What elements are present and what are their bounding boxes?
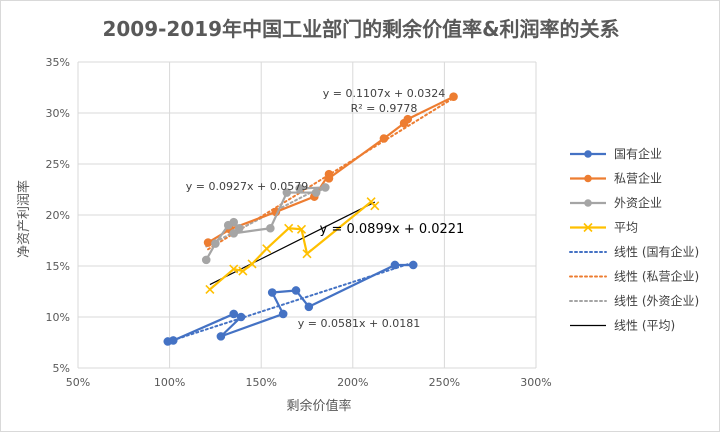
- annotation-avg-eq: y = 0.0899x + 0.0221: [320, 222, 465, 237]
- data-point: [205, 284, 215, 295]
- legend-item: 线性 (私营企业): [569, 269, 699, 284]
- legend-marker: [583, 222, 593, 233]
- data-series: [163, 92, 458, 346]
- legend-label: 国有企业: [614, 146, 662, 161]
- y-axis-title: 净资产利润率: [16, 180, 32, 258]
- legend-label: 线性 (平均): [614, 319, 675, 333]
- data-point: [304, 302, 314, 312]
- series-line: [207, 95, 455, 244]
- legend-label: 线性 (国有企业): [614, 244, 699, 259]
- data-point: [284, 223, 294, 233]
- annotation-private-r2: R² = 0.9778: [351, 102, 418, 115]
- data-point: [324, 173, 334, 183]
- data-point: [266, 223, 275, 233]
- data-point: [238, 266, 248, 276]
- legend-label: 线性 (外资企业): [614, 293, 699, 308]
- data-point: [302, 249, 312, 259]
- series-line: [209, 200, 376, 291]
- legend-item: 国有企业: [570, 146, 662, 161]
- series-国有企业: [163, 260, 418, 346]
- y-tick-label: 20%: [46, 209, 70, 222]
- annotation-foreign-eq: y = 0.0927x + 0.0579: [186, 180, 308, 193]
- x-tick-label: 100%: [154, 376, 185, 389]
- legend-item: 线性 (平均): [570, 319, 675, 333]
- y-tick-label: 5%: [53, 362, 70, 375]
- data-point: [234, 223, 244, 233]
- legend-label: 外资企业: [614, 195, 662, 210]
- legend-item: 外资企业: [570, 195, 662, 210]
- data-point: [311, 188, 321, 197]
- data-point: [295, 184, 304, 193]
- data-point: [449, 92, 458, 101]
- data-point: [296, 224, 307, 234]
- legend-item: 线性 (外资企业): [569, 293, 699, 308]
- data-point: [267, 288, 277, 297]
- x-tick-label: 250%: [429, 376, 460, 389]
- data-point: [236, 312, 246, 322]
- x-tick-label: 150%: [245, 376, 276, 389]
- data-point: [168, 336, 178, 345]
- annotation-state-eq: y = 0.0581x + 0.0181: [298, 317, 420, 330]
- data-point: [321, 183, 330, 192]
- series-平均: [205, 197, 380, 295]
- data-point: [216, 332, 226, 341]
- data-point: [229, 217, 239, 227]
- x-tick-label: 200%: [337, 376, 368, 389]
- data-point: [203, 238, 213, 247]
- data-point: [211, 239, 220, 248]
- data-point: [282, 188, 292, 197]
- legend-label: 私营企业: [614, 171, 662, 186]
- x-axis-title: 剩余价值率: [286, 398, 351, 414]
- data-point: [403, 114, 413, 124]
- y-tick-label: 25%: [46, 158, 70, 171]
- data-point: [408, 260, 418, 270]
- data-point: [370, 201, 380, 211]
- data-point: [278, 309, 288, 319]
- annotation-private-eq: y = 0.1107x + 0.0324: [323, 87, 445, 100]
- legend-marker: [584, 174, 592, 183]
- data-point: [229, 229, 239, 238]
- legend-item: 私营企业: [570, 171, 662, 186]
- x-tick-label: 300%: [520, 376, 551, 389]
- legend-item: 平均: [570, 221, 638, 235]
- legend-label: 线性 (私营企业): [614, 269, 699, 284]
- chart-title: 2009-2019年中国工业部门的剩余价值率&利润率的关系: [102, 17, 619, 41]
- x-tick-label: 50%: [66, 376, 90, 389]
- data-point: [291, 286, 301, 295]
- data-point: [229, 264, 239, 274]
- data-point: [390, 260, 400, 270]
- y-tick-label: 30%: [46, 107, 70, 120]
- y-tick-label: 15%: [46, 260, 70, 273]
- data-point: [379, 134, 389, 143]
- legend-marker: [584, 150, 592, 158]
- legend-item: 线性 (国有企业): [569, 244, 699, 259]
- trendline-线性-平均: [209, 201, 376, 286]
- legend-label: 平均: [614, 221, 638, 235]
- y-tick-label: 35%: [46, 56, 70, 69]
- data-point: [229, 309, 239, 319]
- y-tick-label: 10%: [46, 311, 70, 324]
- data-point: [247, 259, 257, 269]
- axes: 50% 100% 150% 200% 250% 300% 5% 10% 15% 20% 25% 30%…: [46, 56, 552, 389]
- series-line: [167, 263, 414, 343]
- data-point: [262, 244, 272, 254]
- data-point: [201, 255, 211, 265]
- series-外资企业: [201, 183, 330, 265]
- series-私营企业: [203, 92, 458, 247]
- trendline-equations: y = 0.1107x + 0.0324 R² = 0.9778 y = 0.092…: [186, 87, 465, 330]
- legend-marker: [584, 199, 592, 207]
- gridlines: [77, 61, 537, 369]
